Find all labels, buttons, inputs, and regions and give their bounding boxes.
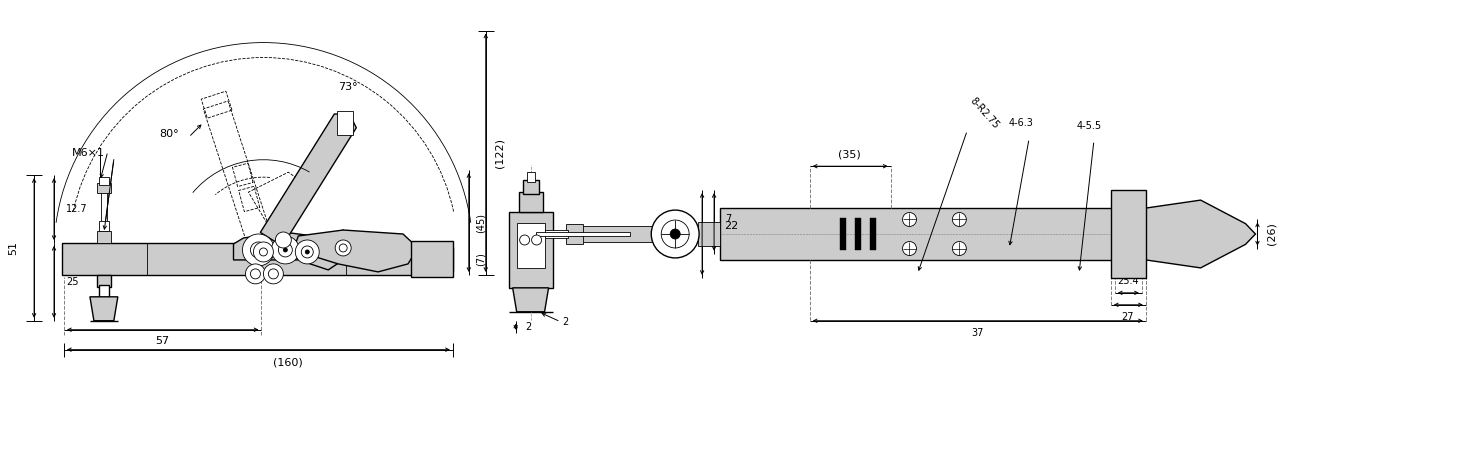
Bar <box>698 222 720 246</box>
Circle shape <box>903 242 916 256</box>
Bar <box>411 241 452 277</box>
Text: 25.4: 25.4 <box>1117 276 1138 286</box>
Bar <box>99 177 109 185</box>
Bar <box>98 231 111 243</box>
Polygon shape <box>1145 200 1255 268</box>
Polygon shape <box>293 230 418 272</box>
Text: 12.7: 12.7 <box>67 204 87 214</box>
Circle shape <box>260 248 268 256</box>
Bar <box>62 243 432 275</box>
Bar <box>519 192 542 212</box>
Bar <box>523 180 538 194</box>
Bar <box>566 224 584 244</box>
Text: 8-R2.75: 8-R2.75 <box>968 96 1001 131</box>
Text: 7: 7 <box>726 214 732 225</box>
Circle shape <box>336 240 352 256</box>
Bar <box>517 223 544 268</box>
Bar <box>99 221 109 231</box>
Text: (26): (26) <box>1267 223 1277 245</box>
Bar <box>508 212 553 288</box>
Bar <box>840 219 845 250</box>
Bar <box>99 285 109 297</box>
Circle shape <box>952 242 967 256</box>
Text: (122): (122) <box>495 138 504 168</box>
Text: (45): (45) <box>476 213 486 233</box>
Circle shape <box>952 212 967 227</box>
Circle shape <box>253 242 273 262</box>
Text: 25: 25 <box>67 277 78 287</box>
Circle shape <box>256 248 260 252</box>
Text: 4-6.3: 4-6.3 <box>1008 118 1033 128</box>
Bar <box>854 219 860 250</box>
Text: 73°: 73° <box>338 82 358 93</box>
Circle shape <box>272 236 300 264</box>
Bar <box>1111 190 1145 278</box>
Text: M6×1: M6×1 <box>72 148 105 158</box>
Circle shape <box>275 232 291 248</box>
Bar <box>337 111 353 135</box>
Text: 4-5.5: 4-5.5 <box>1076 121 1101 131</box>
Bar <box>581 226 680 242</box>
Bar <box>98 183 111 193</box>
Circle shape <box>670 229 680 239</box>
Text: (7): (7) <box>476 252 486 266</box>
Text: 57: 57 <box>155 336 170 346</box>
Polygon shape <box>90 297 118 321</box>
Bar <box>432 247 452 271</box>
Circle shape <box>306 250 309 254</box>
Text: 27: 27 <box>1122 312 1134 322</box>
Circle shape <box>284 248 287 252</box>
Bar <box>98 275 111 287</box>
Circle shape <box>302 246 313 258</box>
Circle shape <box>245 264 266 284</box>
Circle shape <box>652 210 699 258</box>
Text: 2: 2 <box>563 317 569 327</box>
Text: (35): (35) <box>838 149 862 159</box>
Bar <box>526 172 535 182</box>
Circle shape <box>661 220 689 248</box>
Circle shape <box>242 234 275 266</box>
Polygon shape <box>260 114 356 246</box>
Circle shape <box>338 244 347 252</box>
Text: 51: 51 <box>9 241 18 255</box>
Circle shape <box>520 235 529 245</box>
Circle shape <box>269 269 278 279</box>
Circle shape <box>263 264 284 284</box>
Bar <box>869 219 875 250</box>
Text: 2: 2 <box>526 322 532 332</box>
Polygon shape <box>234 230 353 270</box>
Text: 37: 37 <box>971 328 983 338</box>
Text: 36: 36 <box>675 229 690 239</box>
Polygon shape <box>513 288 548 312</box>
Circle shape <box>250 242 266 258</box>
Circle shape <box>903 212 916 227</box>
Circle shape <box>296 240 319 264</box>
Circle shape <box>278 243 293 257</box>
Circle shape <box>250 269 260 279</box>
Text: 22: 22 <box>724 221 739 231</box>
Text: 80°: 80° <box>158 129 179 139</box>
Bar <box>720 208 1129 260</box>
Text: (160): (160) <box>273 358 303 368</box>
Bar <box>535 230 568 238</box>
Circle shape <box>532 235 541 245</box>
Bar <box>535 232 630 236</box>
